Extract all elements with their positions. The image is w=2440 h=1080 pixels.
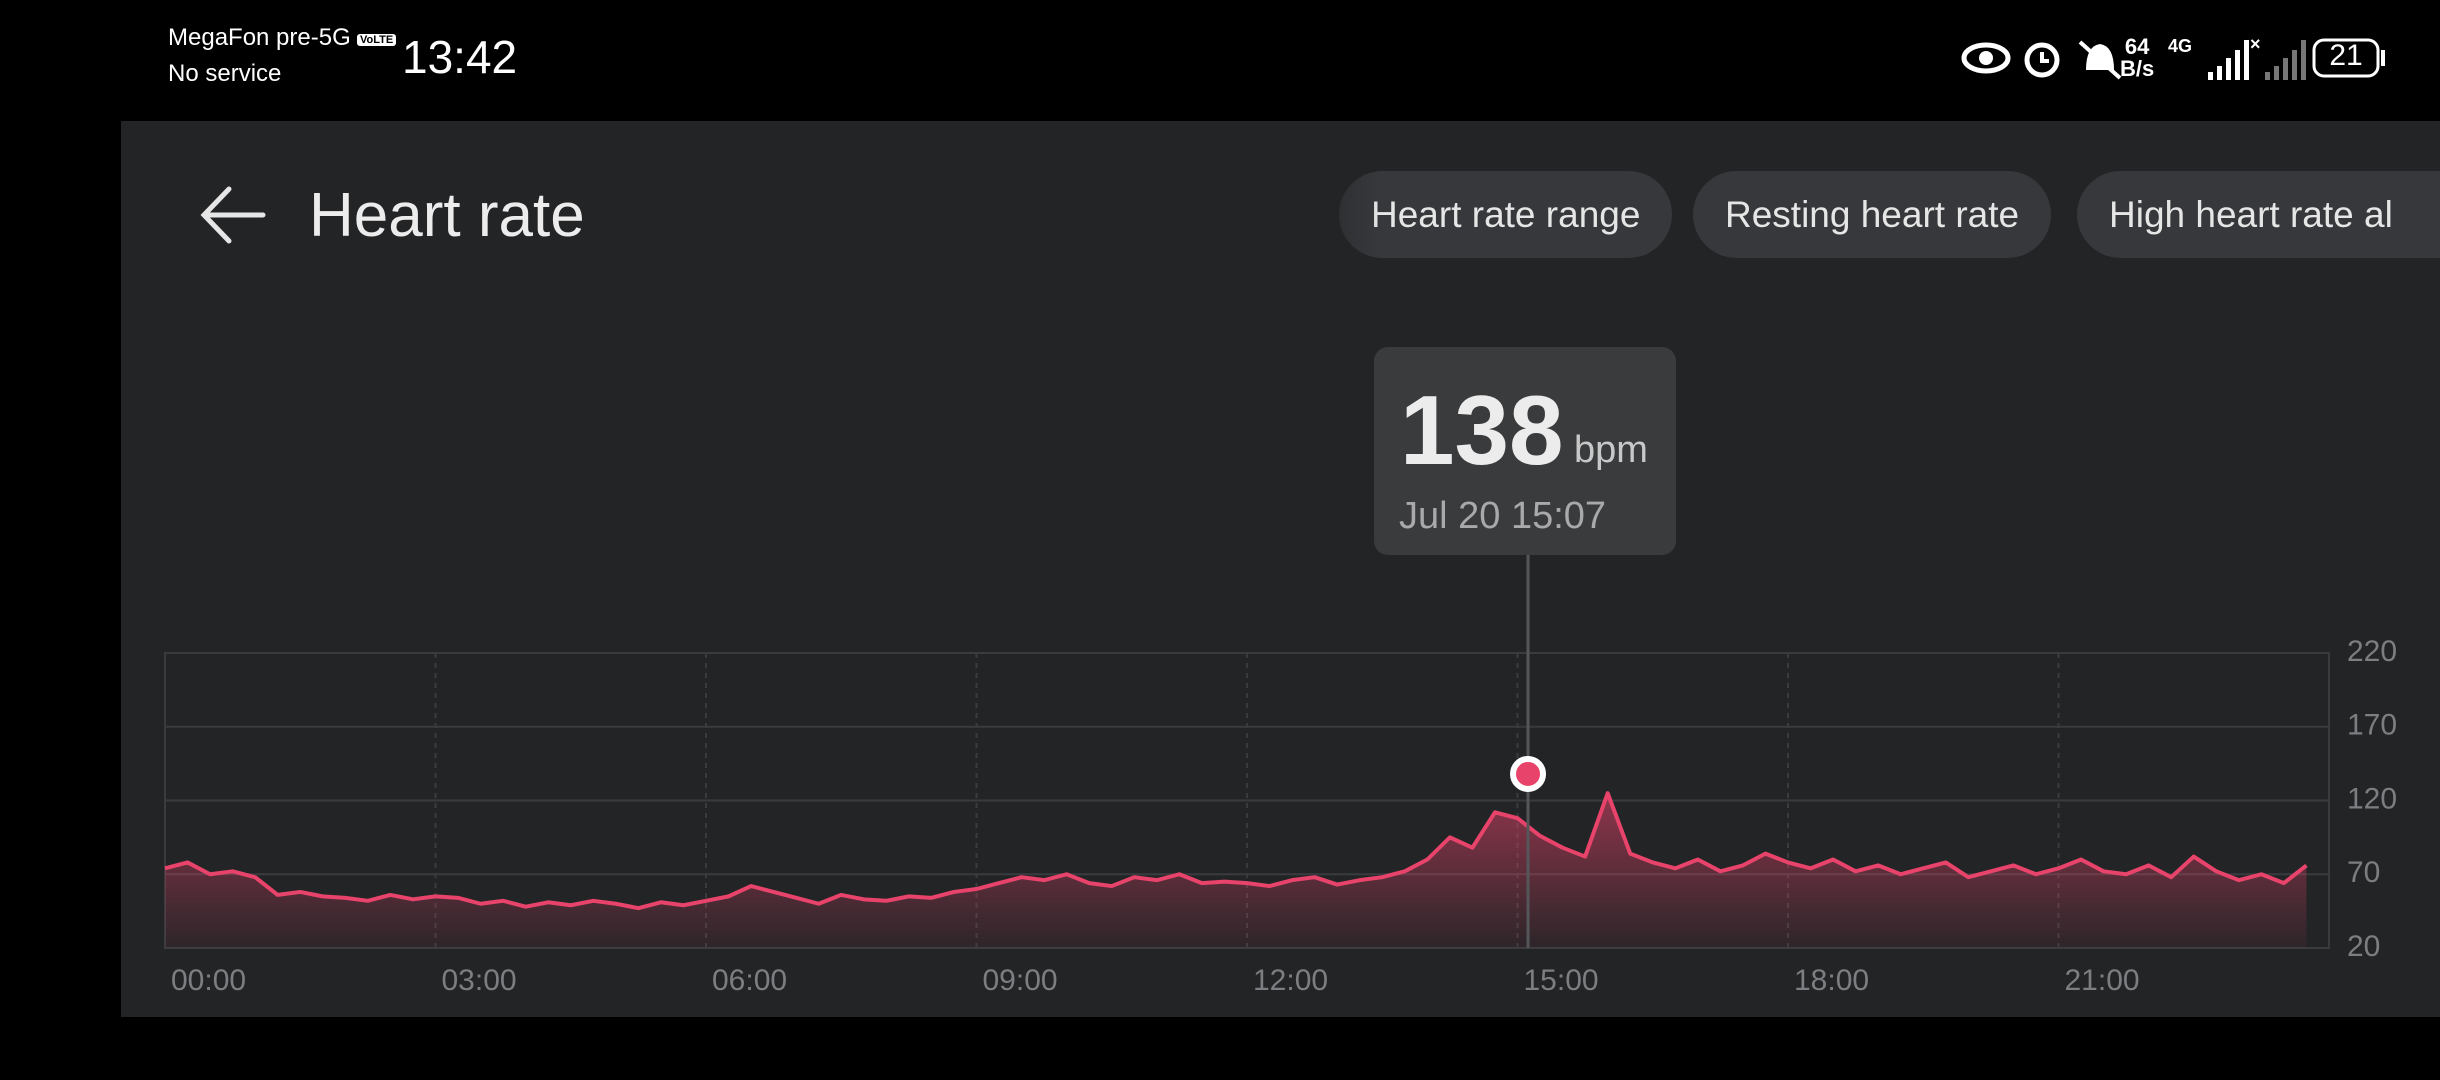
fade-left <box>1279 161 1379 271</box>
area-fill <box>165 793 2307 948</box>
tab-chip[interactable]: Heart rate range <box>1339 171 1673 258</box>
net-speed-unit: B/s <box>2120 56 2155 81</box>
net-speed-value: 64 <box>2124 34 2150 59</box>
y-tick-label: 170 <box>2347 709 2397 742</box>
tooltip-time: Jul 20 15:07 <box>1399 495 1606 537</box>
tab-chip[interactable]: Resting heart rate <box>1693 171 2052 258</box>
status-icons: × <box>1961 34 2385 80</box>
x-tick-label: 18:00 <box>1794 964 1869 997</box>
net-speed: 64 B/s <box>2120 36 2154 80</box>
carrier: MegaFon pre-5G <box>168 24 351 51</box>
x-tick-label: 09:00 <box>983 964 1058 997</box>
x-tick-label: 15:00 <box>1524 964 1599 997</box>
x-tick-label: 00:00 <box>171 964 246 997</box>
tab-chip[interactable]: High heart rate al <box>2077 171 2440 258</box>
x-tick-label: 21:00 <box>2065 964 2140 997</box>
tooltip-unit: bpm <box>1574 429 1648 471</box>
y-tick-label: 20 <box>2347 930 2380 963</box>
clock: 13:42 <box>402 31 518 83</box>
y-tick-label: 120 <box>2347 782 2397 815</box>
x-tick-label: 03:00 <box>442 964 517 997</box>
page-title: Heart rate <box>309 181 585 250</box>
tooltip <box>1374 347 1676 555</box>
y-tick-label: 70 <box>2347 856 2380 889</box>
network-type: 4G <box>2168 36 2193 56</box>
highlight-point <box>1510 755 1547 792</box>
svg-text:×: × <box>2250 34 2261 54</box>
x-tick-label: 06:00 <box>712 964 787 997</box>
volte-badge: VoLTE <box>357 34 397 46</box>
heart-rate-line <box>164 791 2308 911</box>
y-tick-label: 220 <box>2347 635 2397 668</box>
x-tick-label: 12:00 <box>1253 964 1328 997</box>
back-button[interactable] <box>199 183 269 247</box>
battery-level: 21 <box>2329 39 2363 72</box>
tooltip-value: 138 <box>1400 375 1564 485</box>
service-status: No service <box>168 60 282 87</box>
